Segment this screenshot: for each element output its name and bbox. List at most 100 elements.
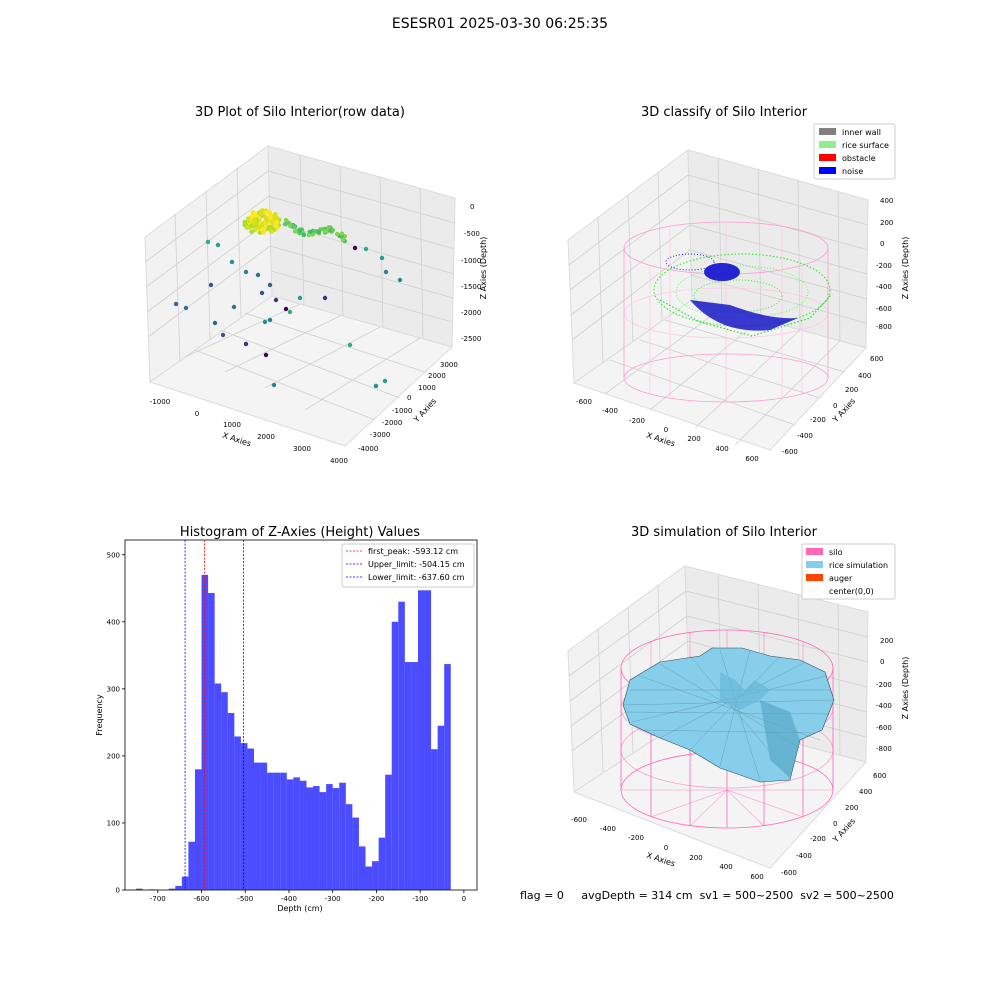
histogram-x-tick: 0 [462,895,466,903]
legend-label-rice-simulation: rice simulation [829,561,888,570]
histogram-x-tick: -400 [281,895,297,903]
raw-point [382,378,388,384]
raw-x-tick: 3000 [293,445,311,453]
raw-point [287,309,293,315]
classify-legend: inner wall rice surface obstacle noise [813,123,896,180]
footer-flag: flag = 0 [520,889,564,902]
legend-swatch-auger [806,574,823,581]
histogram-bar [188,841,195,890]
raw-y-ticks: 3000 2000 1000 0 -1000 -2000 -3000 -4000 [358,361,458,453]
raw-point [173,301,179,307]
raw-point [273,297,279,303]
raw-point [243,341,249,347]
histogram-y-tick: 200 [107,752,120,760]
raw-point [283,221,288,227]
raw-point [208,282,214,288]
legend-lower-limit: Lower_limit: -637.60 cm [368,573,465,582]
raw-point [352,245,358,251]
raw-point [283,217,289,223]
raw-point [267,317,273,323]
legend-swatch-obstacle [819,154,836,161]
histogram-bar [260,762,268,890]
raw-x-tick: 1000 [223,421,241,429]
histogram-x-ticks: -700 -600 -500 -400 -300 -200 -100 0 [150,890,466,903]
classify-z-tick: -600 [876,305,892,313]
raw-point [312,229,317,234]
classify-z-tick: -800 [876,323,892,331]
histogram-x-tick: -600 [194,895,210,903]
raw-x-tick: 2000 [257,433,275,441]
histogram-x-tick: -700 [150,895,166,903]
histogram-bar [194,769,202,890]
raw-x-ticks: -1000 0 1000 2000 3000 4000 [150,398,348,465]
histogram-bar [424,590,432,890]
histogram-y-ticks: 0 100 200 300 400 500 [107,551,125,895]
raw-point [330,227,335,233]
histogram-bar [444,664,451,890]
histogram-bar [168,888,176,890]
histogram-vlines [184,540,244,890]
raw-point [255,272,261,278]
raw-z-tick: -1000 [461,257,481,265]
raw-point [306,232,311,238]
histogram-bar [286,779,294,890]
raw-point [267,215,273,220]
histogram-bar [385,774,392,890]
simulation-y-tick: -400 [796,852,812,860]
raw-point [373,383,379,389]
raw-point [297,295,303,301]
raw-point [243,269,249,275]
classify-axes-box [567,149,869,451]
histogram-x-tick: -500 [237,895,253,903]
histogram-y-label: Frequency [95,694,104,736]
simulation-z-label: Z Axies (Depth) [901,657,910,720]
classify-y-tick: -200 [810,416,826,424]
histogram-bar [208,592,215,890]
classify-z-tick: 200 [880,219,893,227]
raw-point [363,246,369,252]
raw-point [212,320,218,326]
legend-swatch-silo [806,548,823,555]
legend-swatch-inner-wall [819,128,836,135]
classify-x-tick: -400 [602,407,618,415]
histogram-bar [149,889,156,890]
legend-label-obstacle: obstacle [842,154,876,163]
raw-point [264,217,270,223]
raw-point [267,282,273,288]
histogram-legend: first_peak: -593.12 cm Upper_limit: -504… [341,543,475,588]
simulation-x-tick: -400 [600,825,616,833]
classify-x-tick: 600 [745,455,758,463]
histogram-bar [234,736,241,890]
histogram-title: Histogram of Z-Axies (Height) Values [180,525,420,540]
raw-y-tick: -3000 [370,431,390,439]
simulation-x-tick: 200 [689,854,702,862]
simulation-z-tick: 200 [880,637,893,645]
raw-point [322,228,328,234]
classify-z-tick: 400 [880,197,893,205]
raw-z-tick: -500 [464,230,480,238]
legend-label-center: center(0,0) [829,587,874,596]
raw-point [340,237,346,243]
figure-title: ESESR01 2025-03-30 06:25:35 [391,16,609,32]
raw-point [220,332,226,338]
classify-z-tick: 0 [880,240,884,248]
footer-avg-depth: avgDepth = 314 cm [581,889,693,902]
histogram-bar [352,817,359,890]
classify-x-tick: 200 [687,435,700,443]
legend-swatch-rice-simulation [806,561,823,568]
raw-point [379,255,385,261]
raw-point [290,224,295,229]
raw-point [347,342,353,348]
raw-z-label: Z Axies (Depth) [479,237,488,300]
raw-y-tick: 0 [407,394,411,402]
raw-x-tick: -1000 [150,398,170,406]
legend-swatch-noise [819,167,836,174]
classify-z-ticks: 400 200 0 -200 -400 -600 -800 [876,197,893,331]
raw-x-tick: 0 [195,410,199,418]
raw-y-tick: 3000 [440,361,458,369]
histogram-bar [332,788,340,890]
classify-x-tick: -600 [576,398,592,406]
raw-point [259,290,265,296]
raw-y-label: Y Axies [411,397,438,425]
simulation-y-tick: -200 [810,835,826,843]
